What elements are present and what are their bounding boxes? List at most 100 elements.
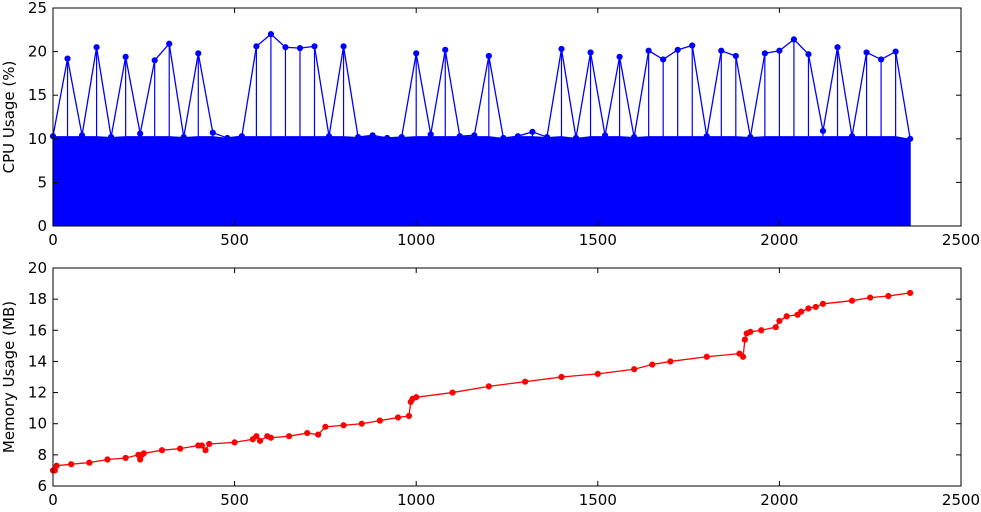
cpu-data-point	[631, 133, 638, 141]
memory-data-point	[177, 445, 184, 452]
memory-data-point	[649, 361, 656, 368]
memory-y-tick-label: 6	[37, 477, 47, 495]
memory-y-tick-label: 16	[28, 321, 47, 339]
cpu-data-point	[267, 31, 275, 38]
memory-data-point	[104, 456, 111, 463]
cpu-data-point	[340, 43, 347, 50]
memory-data-point	[848, 297, 856, 304]
cpu-data-point	[209, 129, 216, 136]
memory-data-point	[315, 431, 322, 438]
memory-data-point	[522, 378, 529, 385]
memory-x-tick-label: 500	[220, 491, 249, 508]
cpu-data-point	[805, 51, 812, 58]
cpu-data-point	[253, 43, 260, 50]
cpu-data-point	[747, 133, 754, 141]
cpu-data-point	[398, 133, 405, 141]
memory-data-point	[340, 422, 347, 429]
memory-x-ticks: 0 500 1000 1500 2000 2500	[48, 268, 980, 509]
memory-data-point	[741, 336, 748, 343]
cpu-data-point	[64, 55, 71, 62]
memory-data-point	[53, 462, 60, 469]
cpu-y-ticks: 0 5 10 15 20 25	[28, 0, 961, 235]
cpu-data-point	[558, 45, 565, 53]
memory-data-point	[86, 459, 93, 466]
cpu-data-point	[848, 133, 856, 140]
cpu-data-point	[529, 128, 536, 135]
cpu-data-point	[137, 130, 144, 137]
cpu-data-point	[282, 44, 289, 51]
memory-y-tick-label: 10	[28, 415, 47, 433]
memory-data-point	[394, 414, 402, 421]
memory-data-point	[322, 423, 329, 430]
cpu-x-tick-label: 0	[48, 231, 58, 249]
memory-data-point	[158, 447, 166, 454]
cpu-data-point	[732, 52, 739, 60]
memory-data-point	[122, 454, 129, 462]
cpu-data-point	[718, 47, 725, 54]
cpu-y-tick-label: 5	[37, 173, 47, 191]
memory-plot-frame	[52, 267, 962, 487]
cpu-y-tick-label: 10	[28, 130, 47, 148]
memory-data-point	[907, 289, 914, 297]
cpu-data-point	[296, 45, 304, 52]
cpu-plot-area	[49, 31, 914, 226]
cpu-data-point	[572, 134, 580, 142]
memory-y-axis-label: Memory Usage (MB)	[0, 301, 18, 453]
cpu-area	[53, 136, 911, 226]
memory-data-point	[304, 429, 311, 437]
cpu-data-point	[761, 50, 768, 57]
cpu-x-ticks: 0 500 1000 1500 2000 2500	[48, 8, 980, 249]
memory-data-point	[413, 394, 420, 401]
cpu-data-point	[543, 133, 551, 141]
memory-data-point	[140, 450, 147, 457]
cpu-data-point	[500, 134, 507, 142]
cpu-data-point	[907, 135, 914, 142]
cpu-y-tick-label: 15	[28, 86, 47, 104]
memory-data-point	[772, 324, 779, 331]
cpu-plot-frame	[52, 7, 962, 227]
cpu-data-point	[660, 56, 667, 63]
cpu-data-point	[180, 133, 187, 141]
cpu-y-tick-label: 20	[28, 43, 47, 61]
cpu-data-point	[427, 131, 434, 138]
cpu-data-point	[456, 133, 463, 140]
memory-data-point	[285, 433, 293, 440]
cpu-data-point	[108, 133, 115, 141]
memory-data-point	[405, 412, 413, 420]
memory-data-point	[449, 389, 456, 396]
cpu-x-tick-label: 2000	[760, 231, 798, 249]
memory-data-point	[485, 383, 492, 390]
memory-data-point	[631, 366, 638, 373]
memory-data-point	[253, 433, 260, 440]
cpu-y-axis-label: CPU Usage (%)	[0, 61, 18, 174]
memory-data-point	[202, 447, 209, 454]
memory-data-point	[758, 327, 765, 334]
memory-data-point	[256, 437, 264, 444]
memory-y-tick-label: 12	[28, 384, 47, 402]
memory-y-tick-label: 18	[28, 290, 47, 308]
cpu-data-point	[819, 127, 827, 135]
memory-plot-area	[49, 289, 914, 474]
cpu-data-point	[790, 36, 798, 43]
memory-data-point	[198, 442, 206, 449]
cpu-data-point	[354, 133, 362, 141]
memory-data-point	[885, 292, 892, 300]
memory-data-point	[667, 358, 674, 365]
cpu-data-point	[863, 49, 870, 56]
cpu-data-point	[384, 134, 391, 142]
cpu-y-tick-label: 25	[28, 0, 47, 17]
cpu-chart: 0 500 1000 1500 2000 2500 0 5 10 15 20 25 CPU Usag…	[0, 0, 980, 249]
cpu-data-point	[195, 50, 202, 57]
memory-data-point	[231, 439, 238, 446]
memory-x-tick-label: 0	[48, 491, 58, 508]
cpu-data-point	[413, 50, 420, 57]
memory-data-point	[812, 303, 819, 311]
memory-data-point	[867, 294, 874, 301]
cpu-data-point	[166, 40, 173, 47]
cpu-data-point	[311, 43, 318, 50]
cpu-data-point	[601, 132, 609, 139]
cpu-data-point	[892, 48, 899, 55]
memory-data-point	[739, 353, 747, 360]
